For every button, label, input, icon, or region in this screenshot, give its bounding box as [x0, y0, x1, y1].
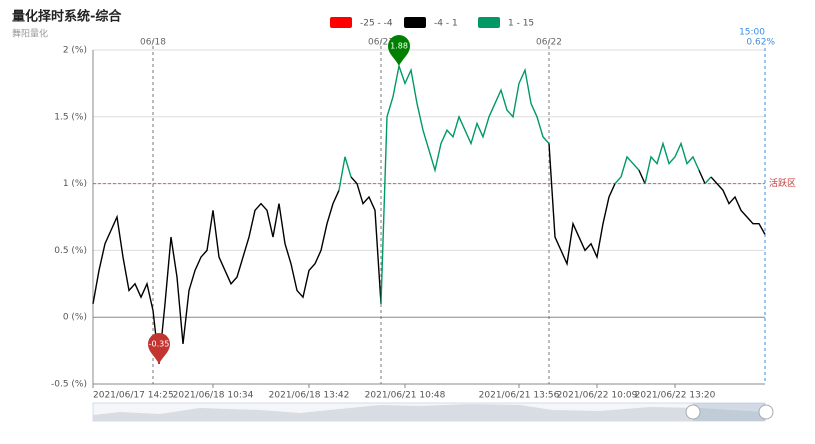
line-segment [638, 169, 646, 184]
legend-label: -25 - -4 [360, 19, 393, 29]
slider-handle[interactable] [685, 404, 701, 420]
pin-label: 1.88 [390, 42, 408, 51]
line-segment [92, 189, 340, 365]
legend-label: -4 - 1 [434, 19, 458, 29]
chart-title: 量化择时系统-综合 [12, 9, 122, 25]
slider-preview [93, 404, 765, 421]
line-segment [710, 176, 766, 235]
pin-label: -0.35 [149, 339, 170, 348]
line-segment [380, 63, 550, 304]
day-label: 06/22 [536, 38, 562, 48]
x-tick-label: 2021/06/17 14:25 [93, 391, 174, 401]
chart-subtitle: 舞阳量化 [12, 28, 48, 40]
line-segment [704, 176, 712, 185]
y-tick-label: 0 (%) [63, 313, 87, 323]
pin [388, 35, 410, 67]
legend-label: 1 - 15 [508, 19, 534, 29]
pin [148, 332, 170, 364]
end-time: 15:00 [739, 28, 765, 38]
line-segment [644, 141, 700, 184]
y-tick-label: 1.5 (%) [54, 112, 87, 122]
mark-line-label: 活跃区 [769, 177, 796, 189]
legend-swatch [478, 17, 500, 28]
x-tick-label: 2021/06/21 10:48 [365, 391, 446, 401]
y-tick-label: 0.5 (%) [54, 246, 87, 256]
x-tick-label: 2021/06/18 10:34 [173, 391, 254, 401]
legend-swatch [404, 17, 426, 28]
day-label: 06/21 [368, 38, 394, 48]
legend-swatch [330, 17, 352, 28]
x-tick-label: 2021/06/18 13:42 [269, 391, 350, 401]
line-segment [338, 156, 352, 191]
y-tick-label: 1 (%) [63, 179, 87, 189]
y-tick-label: 2 (%) [63, 46, 87, 56]
y-tick-label: -0.5 (%) [51, 380, 87, 390]
line-segment [548, 143, 616, 267]
zoom-slider[interactable] [92, 402, 774, 422]
x-tick-label: 2021/06/22 10:09 [557, 391, 638, 401]
x-tick-label: 2021/06/21 13:56 [479, 391, 560, 401]
slider-handle[interactable] [758, 404, 774, 420]
slider-window [693, 403, 765, 421]
line-segment [614, 155, 640, 185]
x-tick-label: 2021/06/22 13:20 [635, 391, 716, 401]
line-segment [698, 169, 706, 184]
day-label: 06/18 [140, 38, 166, 48]
end-value: 0.62% [746, 38, 775, 48]
line-segment [350, 176, 382, 304]
